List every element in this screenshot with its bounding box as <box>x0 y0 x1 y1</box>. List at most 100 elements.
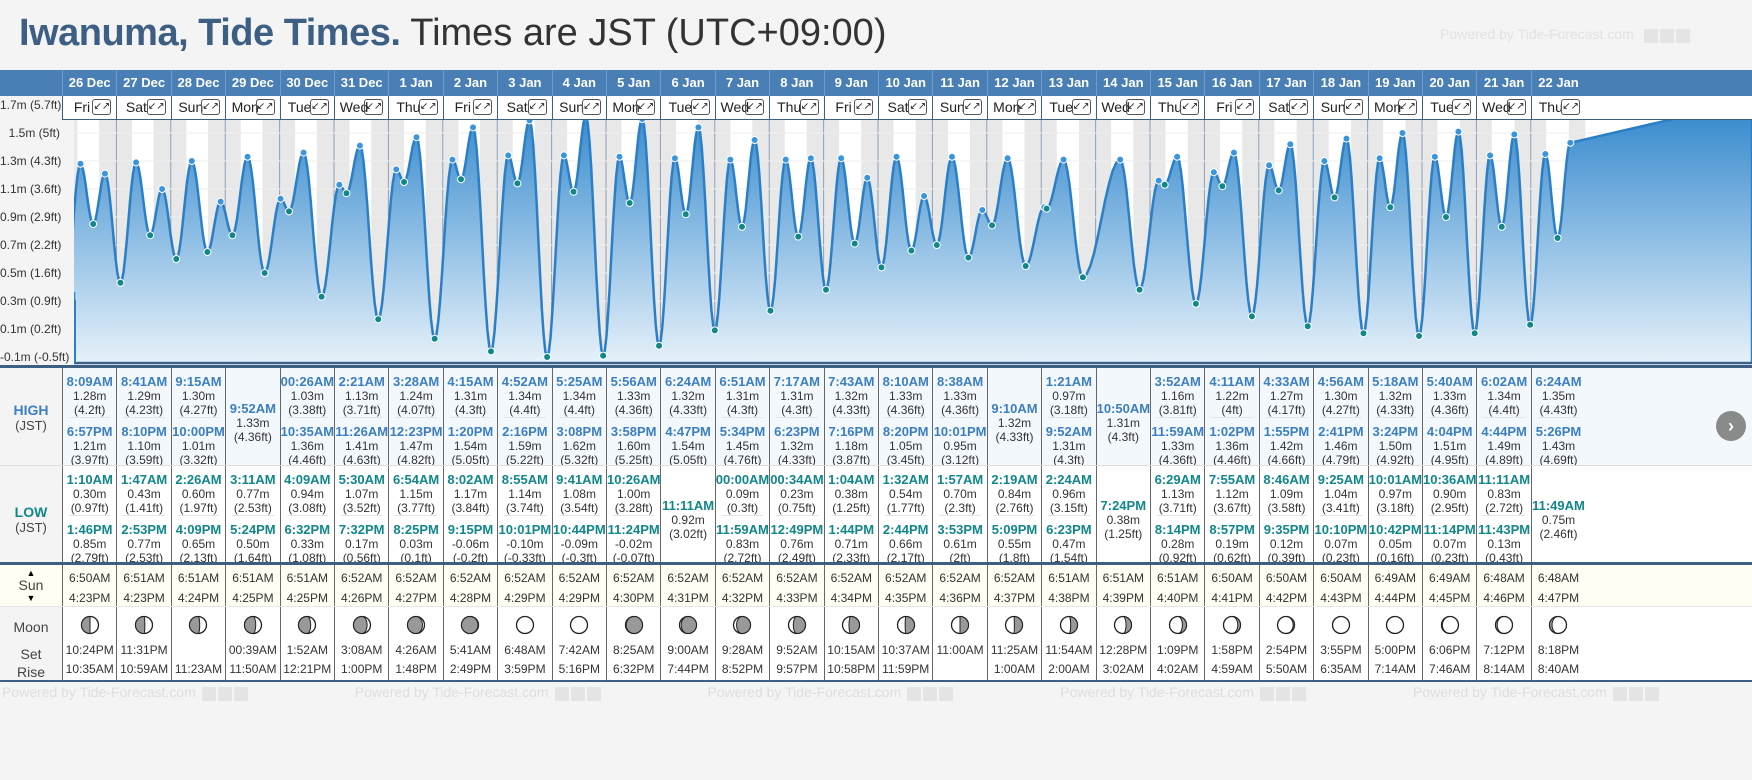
expand-day-icon[interactable]: ↙↗ <box>1452 99 1472 115</box>
high-tide-cell: 4:11AM 1.22m (4ft) 1:02PM 1.36m (4.46ft) <box>1204 368 1258 467</box>
low-tide-height: 1.12m <box>1215 487 1249 501</box>
expand-day-icon[interactable]: ↙↗ <box>1561 99 1581 115</box>
moonset-time: 9:52AM <box>776 643 818 657</box>
weekday-label: Fri <box>1216 99 1233 115</box>
high-tide-height-ft: (4.76ft) <box>723 453 762 467</box>
high-tide-point <box>1375 154 1384 163</box>
expand-day-icon[interactable]: ↙↗ <box>255 99 275 115</box>
sunrise-time: 6:50AM <box>1320 571 1362 585</box>
expand-day-icon[interactable]: ↙↗ <box>1180 99 1200 115</box>
high-tide-entry: 11:59AM 1.33m (4.36ft) <box>1151 425 1204 468</box>
expand-day-icon[interactable]: ↙↗ <box>581 99 601 115</box>
weekday-cell: Sun ↙↗ <box>551 96 606 120</box>
expand-day-icon[interactable]: ↙↗ <box>1397 99 1417 115</box>
expand-day-icon[interactable]: ↙↗ <box>473 99 493 115</box>
moon-row: Moon Set Rise 10:24PM 10:35AM 11:31PM 10:59… <box>0 606 1752 682</box>
expand-day-icon[interactable]: ↙↗ <box>962 99 982 115</box>
expand-day-icon[interactable]: ↙↗ <box>1506 99 1526 115</box>
high-tide-time: 10:35AM <box>280 424 335 439</box>
expand-day-icon[interactable]: ↙↗ <box>853 99 873 115</box>
low-tide-entry: 7:24PM 0.38m (1.25ft) <box>1097 499 1150 542</box>
weekday-cell: Sun ↙↗ <box>170 96 225 120</box>
expand-day-icon[interactable]: ↙↗ <box>745 99 765 115</box>
expand-day-icon[interactable]: ↙↗ <box>201 99 221 115</box>
high-tide-point <box>1398 129 1407 137</box>
expand-day-icon[interactable]: ↙↗ <box>92 99 112 115</box>
low-tide-time: 8:02AM <box>447 472 494 487</box>
low-tide-height-ft: (3.18ft) <box>1376 501 1415 515</box>
moonset-label: Set <box>20 646 42 662</box>
high-tide-cell: 8:41AM 1.29m (4.23ft) 8:10PM 1.10m (3.59ft) <box>116 368 170 468</box>
high-tide-height: 1.34m <box>508 389 542 403</box>
low-tide-point <box>203 248 212 256</box>
low-label: LOW <box>14 504 48 520</box>
expand-day-icon[interactable]: ↙↗ <box>636 99 656 115</box>
high-row-label: HIGH (JST) <box>0 368 62 465</box>
moonrise-time: 9:57PM <box>776 662 818 676</box>
high-tide-point <box>525 120 534 125</box>
low-tide-height-ft: (2ft) <box>949 551 971 565</box>
low-tide-entry: 6:32PM 0.33m (1.08ft) <box>281 523 334 566</box>
expand-day-icon[interactable]: ↙↗ <box>690 99 710 115</box>
footer-powered-by[interactable]: Powered by Tide-Forecast.com Powered by T… <box>2 684 1692 704</box>
high-tide-cell: 9:10AM 1.32m (4.33ft) <box>986 368 1041 465</box>
sun-cell: 6:52AM 4:28PM <box>442 565 497 606</box>
moon-cell: 8:18PM 8:40AM <box>1530 607 1585 680</box>
low-tide-time: 00:34AM <box>770 472 824 487</box>
low-tide-entry: 6:54AM 1.15m (3.77ft) <box>389 473 442 516</box>
expand-day-icon[interactable]: ↙↗ <box>799 99 819 115</box>
weekday-cell: Sat ↙↗ <box>1258 96 1313 120</box>
high-tide-height-ft: (4.43ft) <box>1539 403 1578 417</box>
high-tide-time: 6:24AM <box>1535 374 1582 389</box>
moonset-time: 8:18PM <box>1537 643 1580 657</box>
low-tide-height-ft: (0.23ft) <box>1430 551 1469 565</box>
date-header: 13 Jan <box>1041 70 1095 96</box>
date-header: 16 Jan <box>1204 70 1258 96</box>
low-tide-height: 0.61m <box>943 537 977 551</box>
expand-day-icon[interactable]: ↙↗ <box>418 99 438 115</box>
low-tide-cell: 1:47AM 0.43m (1.41ft) 2:53PM 0.77m (2.53ft) <box>116 466 170 566</box>
expand-day-icon[interactable]: ↙↗ <box>1017 99 1037 115</box>
low-tide-cell: 11:11AM 0.83m (2.72ft) 11:43PM 0.13m (0.43ft) <box>1476 466 1530 565</box>
powered-by-top[interactable]: Powered by Tide-Forecast.com <box>1440 26 1692 44</box>
low-tide-entry: 2:53PM 0.77m (2.53ft) <box>117 523 170 566</box>
expand-day-icon[interactable]: ↙↗ <box>309 99 329 115</box>
low-tide-entry: 9:25AM 1.04m (3.41ft) <box>1314 473 1367 516</box>
low-tide-point <box>317 292 326 301</box>
expand-day-icon[interactable]: ↙↗ <box>1234 99 1254 115</box>
weekday-label: Sat <box>1268 99 1290 115</box>
date-header: 29 Dec <box>225 70 279 96</box>
low-tide-height: -0.10m <box>506 537 544 551</box>
sun-cell: 6:48AM 4:46PM <box>1476 565 1530 606</box>
low-tide-height-ft: (2.72ft) <box>723 551 762 565</box>
high-tide-height: 1.33m <box>236 416 270 430</box>
moon-label: Moon <box>13 619 49 635</box>
expand-day-icon[interactable]: ↙↗ <box>908 99 928 115</box>
low-tide-entry: 10:42PM 0.05m (0.16ft) <box>1369 523 1422 566</box>
weekday-label: Sun <box>939 99 965 115</box>
low-tide-cell: 7:55AM 1.12m (3.67ft) 8:57PM 0.19m (0.62ft) <box>1204 466 1258 565</box>
expand-day-icon[interactable]: ↙↗ <box>1289 99 1309 115</box>
low-tide-entry: 11:11AM 0.92m (3.02ft) <box>661 499 714 542</box>
weekday-cell: Fri ↙↗ <box>442 96 497 120</box>
scroll-next-button[interactable]: › <box>1716 411 1746 441</box>
high-tide-entry: 8:10PM 1.10m (3.59ft) <box>117 425 170 468</box>
low-tide-height: 0.33m <box>290 537 324 551</box>
sun-cell: 6:51AM 4:25PM <box>279 565 334 606</box>
expand-day-icon[interactable]: ↙↗ <box>1125 99 1145 115</box>
expand-day-icon[interactable]: ↙↗ <box>527 99 547 115</box>
weekday-label: Sat <box>125 99 147 115</box>
high-tide-entry: 12:23PM 1.47m (4.82ft) <box>389 425 443 468</box>
high-entry-divider <box>395 417 437 418</box>
low-entry-divider <box>613 515 655 516</box>
expand-day-icon[interactable]: ↙↗ <box>1343 99 1363 115</box>
low-tide-point <box>374 315 383 324</box>
high-tide-point <box>1510 130 1519 139</box>
low-tide-height-ft: (2.17ft) <box>886 551 925 565</box>
sunrise-time: 6:52AM <box>776 571 818 585</box>
expand-day-icon[interactable]: ↙↗ <box>146 99 166 115</box>
low-tide-height-ft: (-0.2ft) <box>452 551 489 565</box>
sunrise-time: 6:51AM <box>1157 571 1199 585</box>
expand-day-icon[interactable]: ↙↗ <box>1071 99 1091 115</box>
expand-day-icon[interactable]: ↙↗ <box>364 99 384 115</box>
